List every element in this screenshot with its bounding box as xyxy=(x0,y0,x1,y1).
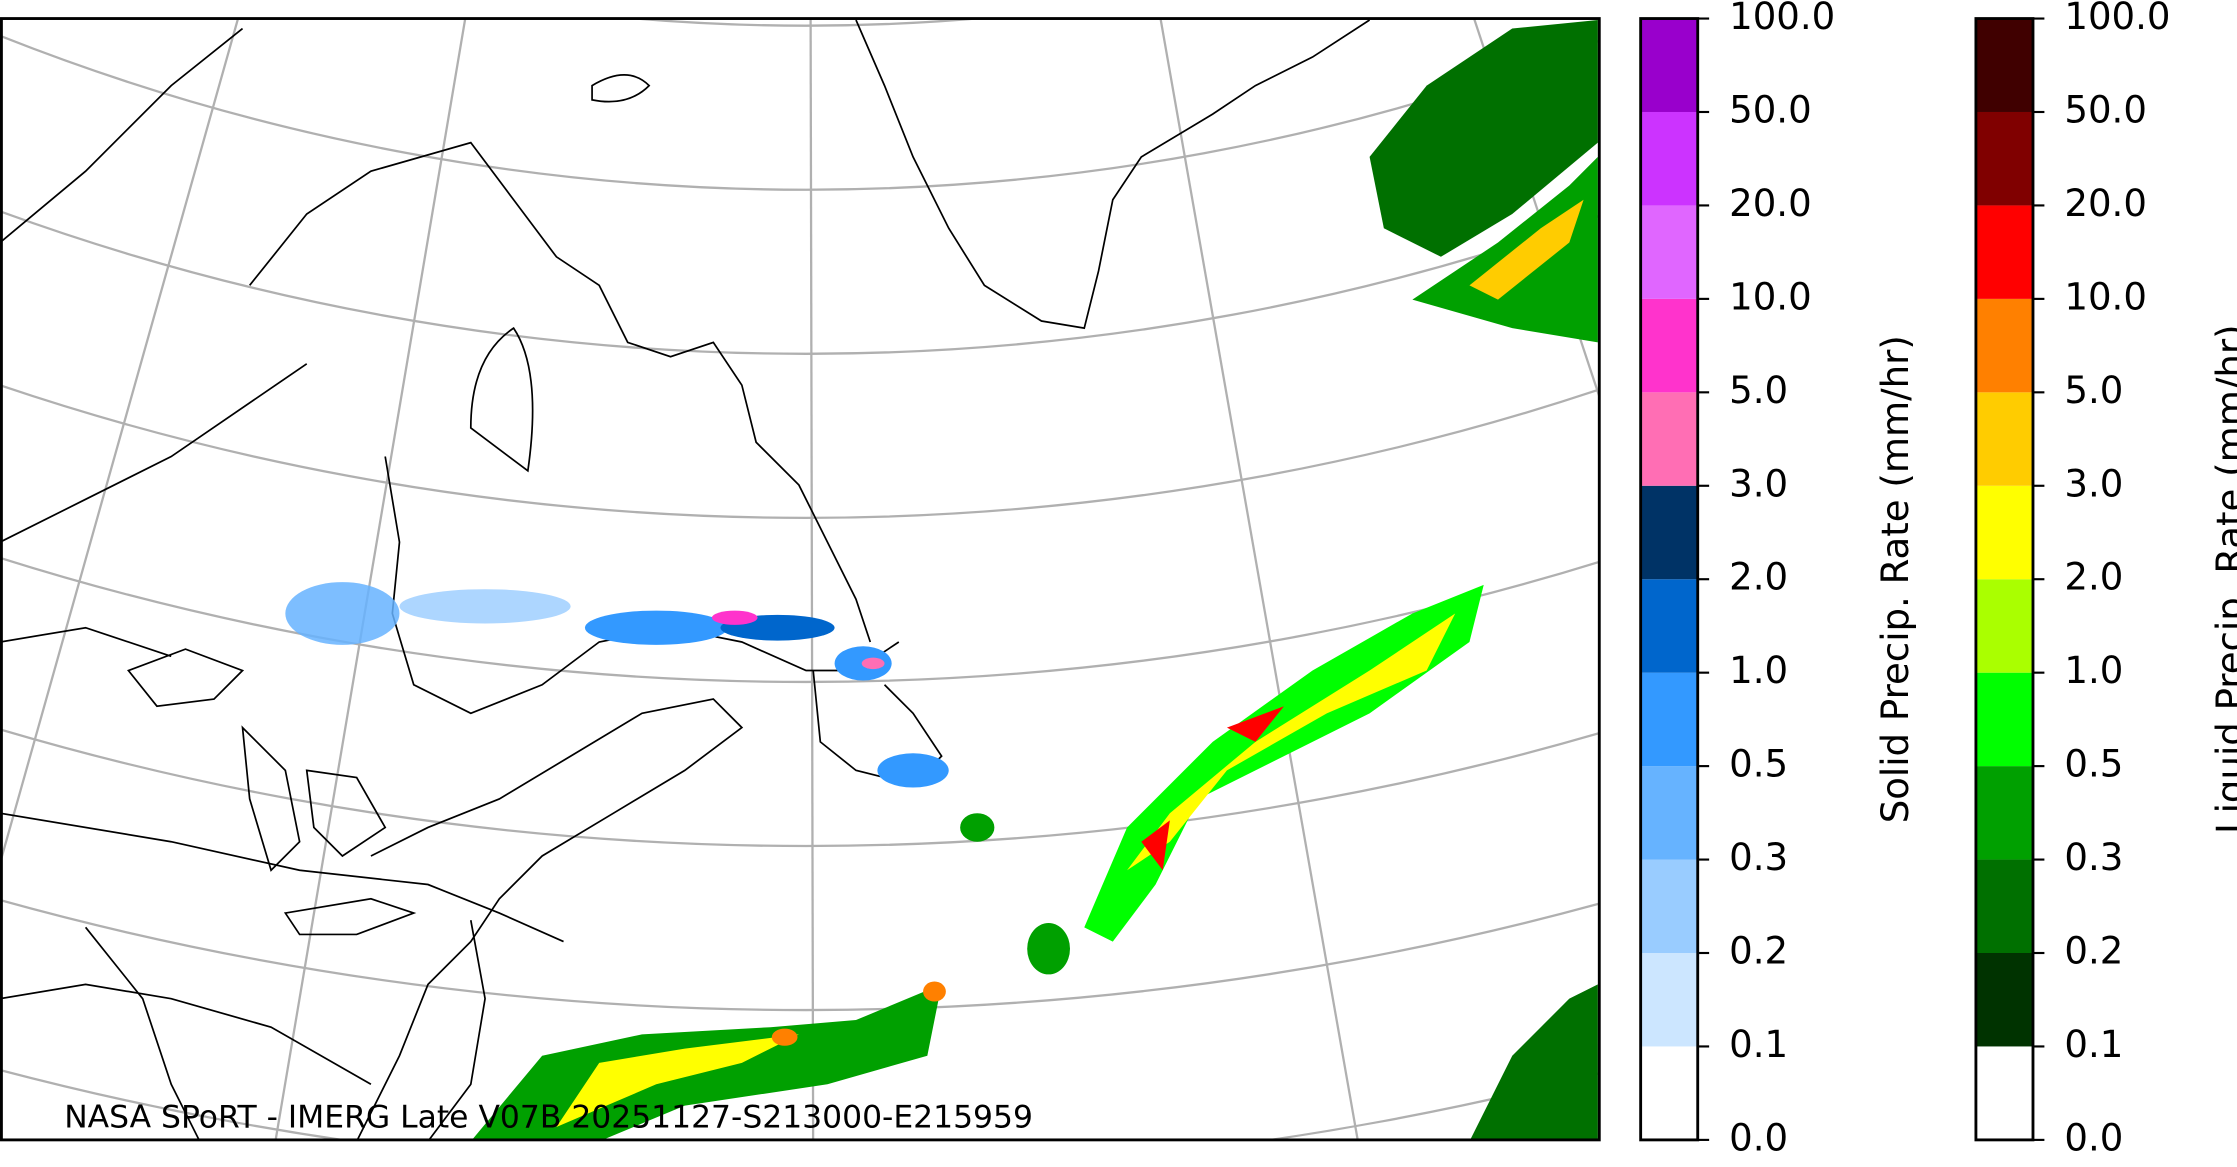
colorbar-tick-label: 1.0 xyxy=(1729,649,1788,692)
colorbar-segment xyxy=(1640,579,1698,673)
colorbar-segment xyxy=(1975,205,2033,299)
colorbar-segment xyxy=(1975,392,2033,486)
colorbar-tick-label: 100.0 xyxy=(1729,0,1835,38)
colorbar-segment xyxy=(1640,1046,1698,1140)
colorbar-segment xyxy=(1640,298,1698,393)
colorbars: 0.0 0.1 0.2 0.3 0.5 1.0 2.0 3.0 5.0 10.0 20.0 50.0 1… xyxy=(1639,0,2237,1159)
caption: NASA SPoRT - IMERG Late V07B 20251127-S2… xyxy=(64,1099,1033,1135)
colorbar-segment xyxy=(1975,485,2033,580)
solid-precip xyxy=(285,582,949,788)
colorbar-tick-label: 3.0 xyxy=(1729,462,1788,505)
colorbar-tick-label: 10.0 xyxy=(1729,275,1812,318)
colorbar-tick-label: 1.0 xyxy=(2064,649,2123,692)
colorbar-segment xyxy=(1640,672,1698,767)
colorbar-segment xyxy=(1640,111,1698,206)
colorbar-segment xyxy=(1640,953,1698,1047)
colorbar-segment xyxy=(1975,953,2033,1047)
coastlines xyxy=(1,19,1371,1140)
colorbar-segment xyxy=(1640,485,1698,580)
colorbar-tick-label: 20.0 xyxy=(1729,182,1812,225)
map-frame xyxy=(0,17,1601,1142)
colorbar-tick-label: 3.0 xyxy=(2064,462,2123,505)
colorbar-tick-label: 0.0 xyxy=(2064,1116,2123,1159)
colorbar-tick-label: 0.5 xyxy=(1729,743,1788,786)
colorbar-segment xyxy=(1975,859,2033,954)
colorbar-segment xyxy=(1975,1046,2033,1140)
colorbar-tick-label: 0.5 xyxy=(2064,743,2123,786)
colorbar-tick-label: 2.0 xyxy=(2064,556,2123,599)
colorbar-tick-label: 100.0 xyxy=(2064,0,2170,38)
colorbar-segment xyxy=(1975,579,2033,673)
colorbar-tick-label: 0.2 xyxy=(2064,930,2123,973)
colorbar-tick-label: 20.0 xyxy=(2064,182,2147,225)
colorbar-tick-label: 10.0 xyxy=(2064,275,2147,318)
colorbar-tick-label: 0.2 xyxy=(1729,930,1788,973)
colorbar-tick-label: 0.1 xyxy=(1729,1023,1788,1066)
colorbar-tick-label: 5.0 xyxy=(2064,369,2123,412)
colorbar-tick-label: 0.1 xyxy=(2064,1023,2123,1066)
colorbar-tick-label: 2.0 xyxy=(1729,556,1788,599)
colorbar-label: Solid Precip. Rate (mm/hr) xyxy=(1874,335,1917,823)
colorbar-tick-label: 50.0 xyxy=(2064,88,2147,131)
colorbar-segment xyxy=(1640,859,1698,954)
colorbar-segment xyxy=(1640,205,1698,299)
colorbar-segment xyxy=(1640,392,1698,486)
liquid-precip xyxy=(471,19,1598,1140)
colorbar-tick-label: 0.3 xyxy=(1729,836,1788,879)
colorbar-label: Liquid Precip. Rate (mm/hr) xyxy=(2209,324,2237,834)
colorbar-tick-label: 50.0 xyxy=(1729,88,1812,131)
colorbar-segment xyxy=(1975,672,2033,767)
colorbar-tick-label: 0.3 xyxy=(2064,836,2123,879)
colorbar-segment xyxy=(1640,18,1698,112)
colorbar-tick-label: 0.0 xyxy=(1729,1116,1788,1159)
colorbar-segment xyxy=(1975,298,2033,393)
colorbar-segment xyxy=(1640,766,1698,860)
colorbar-segment xyxy=(1975,111,2033,206)
colorbar-segment xyxy=(1975,766,2033,860)
colorbar-segment xyxy=(1975,18,2033,112)
colorbar-tick-label: 5.0 xyxy=(1729,369,1788,412)
